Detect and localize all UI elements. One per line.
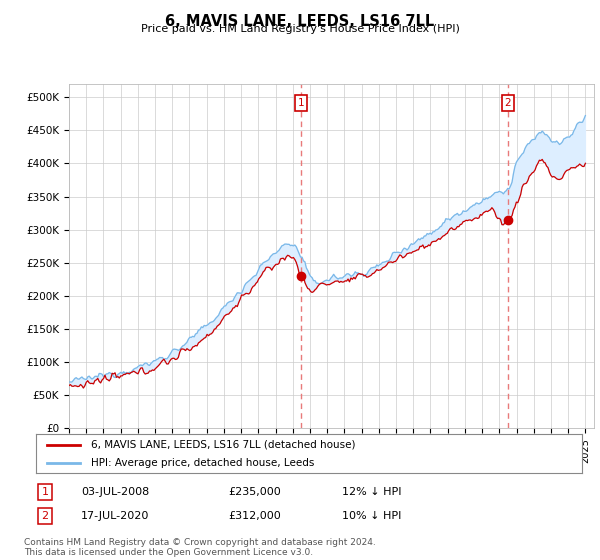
Text: HPI: Average price, detached house, Leeds: HPI: Average price, detached house, Leed… <box>91 459 314 468</box>
Text: 1: 1 <box>41 487 49 497</box>
Text: £312,000: £312,000 <box>228 511 281 521</box>
Text: 17-JUL-2020: 17-JUL-2020 <box>81 511 149 521</box>
Text: 2: 2 <box>41 511 49 521</box>
Text: Price paid vs. HM Land Registry's House Price Index (HPI): Price paid vs. HM Land Registry's House … <box>140 24 460 34</box>
Text: 03-JUL-2008: 03-JUL-2008 <box>81 487 149 497</box>
Text: 6, MAVIS LANE, LEEDS, LS16 7LL: 6, MAVIS LANE, LEEDS, LS16 7LL <box>166 14 434 29</box>
Text: 1: 1 <box>298 98 305 108</box>
Text: 2: 2 <box>505 98 511 108</box>
Text: 6, MAVIS LANE, LEEDS, LS16 7LL (detached house): 6, MAVIS LANE, LEEDS, LS16 7LL (detached… <box>91 440 355 450</box>
Text: Contains HM Land Registry data © Crown copyright and database right 2024.
This d: Contains HM Land Registry data © Crown c… <box>24 538 376 557</box>
Text: 12% ↓ HPI: 12% ↓ HPI <box>342 487 401 497</box>
Text: 10% ↓ HPI: 10% ↓ HPI <box>342 511 401 521</box>
Text: £235,000: £235,000 <box>228 487 281 497</box>
